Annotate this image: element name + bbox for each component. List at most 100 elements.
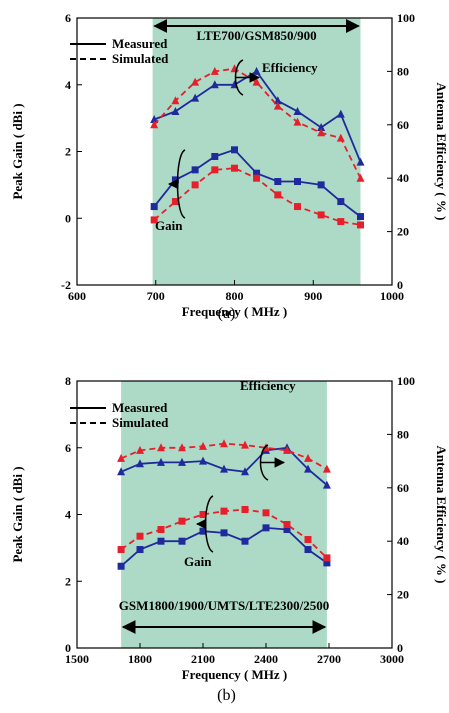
data-point-simulated-efficiency	[336, 133, 345, 142]
data-point-measured-gain	[357, 213, 364, 221]
data-point-measured-efficiency	[322, 480, 331, 489]
data-point-simulated-gain	[199, 511, 207, 518]
x-tick-label: 3000	[380, 652, 404, 666]
y2-tick-label: 100	[397, 11, 415, 25]
y2-tick-label: 60	[397, 481, 409, 495]
y2-tick-label: 40	[397, 534, 409, 548]
y2-tick-label: 80	[397, 64, 409, 78]
data-point-simulated-efficiency	[304, 453, 312, 462]
y2-axis-label: Antenna Efficiency ( % )	[434, 446, 449, 584]
data-point-simulated-efficiency	[317, 128, 326, 137]
data-point-measured-efficiency	[304, 464, 312, 473]
x-tick-label: 2100	[191, 652, 215, 666]
data-point-simulated-gain	[253, 174, 261, 182]
data-point-simulated-efficiency	[210, 66, 219, 75]
data-point-simulated-gain	[262, 509, 270, 517]
x-axis-label: Frequency ( MHz )	[182, 667, 288, 682]
x-tick-label: 2400	[254, 652, 278, 666]
data-point-simulated-efficiency	[199, 441, 207, 450]
data-point-simulated-gain	[304, 536, 312, 544]
data-point-measured-efficiency	[178, 457, 186, 466]
x-tick-label: 1800	[128, 652, 152, 666]
data-point-measured-gain	[231, 146, 238, 154]
y-tick-label: 4	[65, 78, 71, 92]
gain-label: Gain	[155, 218, 183, 233]
y-tick-label: 4	[65, 508, 71, 522]
data-point-measured-efficiency	[241, 467, 249, 476]
data-point-simulated-efficiency	[157, 443, 165, 452]
y-tick-label: 2	[65, 574, 71, 588]
y-tick-label: 8	[65, 374, 71, 388]
y-tick-label: -2	[61, 278, 71, 292]
data-point-measured-gain	[317, 181, 325, 189]
data-point-simulated-gain	[211, 166, 219, 174]
data-point-simulated-efficiency	[171, 96, 180, 105]
y2-axis-label: Antenna Efficiency ( % )	[434, 83, 449, 221]
data-point-measured-efficiency	[150, 114, 159, 123]
chart-panel-1: 600 700 800 900 1000-20246020406080100Freque…	[10, 11, 449, 322]
legend-label-measured: Measured	[112, 36, 168, 51]
y-tick-label: 2	[65, 145, 71, 159]
legend-label-simulated: Simulated	[112, 415, 169, 430]
x-tick-label: 1000	[380, 289, 404, 303]
data-point-measured-gain	[283, 526, 291, 534]
data-point-simulated-efficiency	[150, 120, 159, 129]
data-point-measured-efficiency	[317, 122, 326, 131]
data-point-simulated-efficiency	[283, 445, 291, 454]
x-axis-label: Frequency ( MHz )	[182, 304, 288, 319]
data-point-simulated-gain	[150, 216, 158, 224]
data-point-simulated-gain	[171, 198, 179, 206]
data-point-measured-gain	[253, 169, 261, 177]
data-point-simulated-gain	[157, 526, 165, 534]
data-point-measured-efficiency	[199, 456, 207, 465]
data-point-measured-gain	[199, 527, 207, 535]
data-point-simulated-efficiency	[293, 117, 302, 126]
data-point-measured-efficiency	[336, 109, 345, 118]
data-point-measured-gain	[136, 546, 144, 554]
efficiency-label: Efficiency	[262, 60, 318, 75]
y2-tick-label: 100	[397, 374, 415, 388]
data-point-simulated-efficiency	[178, 443, 186, 452]
data-point-simulated-efficiency	[273, 101, 282, 110]
data-point-measured-gain	[178, 537, 186, 545]
data-point-measured-efficiency	[157, 457, 165, 466]
data-point-measured-efficiency	[117, 467, 126, 476]
x-tick-label: 1500	[65, 652, 89, 666]
data-point-measured-gain	[274, 178, 282, 186]
data-point-measured-gain	[220, 529, 228, 537]
efficiency-annotation-curve	[259, 444, 269, 481]
data-point-simulated-gain	[241, 505, 249, 513]
data-point-measured-gain	[191, 166, 199, 174]
y-axis-label: Peak Gain ( dBi )	[10, 466, 25, 562]
data-point-simulated-efficiency	[356, 173, 365, 182]
x-tick-label: 2700	[317, 652, 341, 666]
data-point-measured-gain	[337, 198, 345, 206]
legend-label-simulated: Simulated	[112, 51, 169, 66]
y-tick-label: 0	[65, 211, 71, 225]
data-point-simulated-gain	[220, 507, 228, 515]
data-point-simulated-efficiency	[220, 439, 228, 448]
data-point-measured-gain	[211, 153, 219, 161]
data-point-simulated-efficiency	[191, 77, 200, 86]
data-point-measured-efficiency	[210, 80, 219, 89]
data-point-simulated-gain	[191, 181, 199, 189]
data-point-measured-gain	[323, 559, 331, 567]
band-label: GSM1800/1900/UMTS/LTE2300/2500	[119, 598, 329, 613]
data-point-simulated-gain	[294, 203, 301, 211]
data-point-measured-efficiency	[220, 464, 228, 473]
data-point-simulated-gain	[317, 211, 325, 219]
y2-tick-label: 60	[397, 118, 409, 132]
data-point-measured-gain	[241, 537, 249, 545]
panel-caption: (a)	[218, 305, 236, 322]
band-label: LTE700/GSM850/900	[196, 28, 316, 43]
data-point-simulated-gain	[337, 218, 345, 226]
data-point-simulated-efficiency	[136, 445, 144, 454]
data-point-simulated-gain	[323, 554, 331, 562]
data-point-measured-efficiency	[356, 157, 365, 166]
x-tick-label: 600	[68, 289, 86, 303]
data-point-simulated-gain	[274, 191, 282, 199]
y-tick-label: 0	[65, 641, 71, 655]
frequency-band	[152, 18, 361, 285]
data-point-simulated-gain	[283, 521, 291, 529]
